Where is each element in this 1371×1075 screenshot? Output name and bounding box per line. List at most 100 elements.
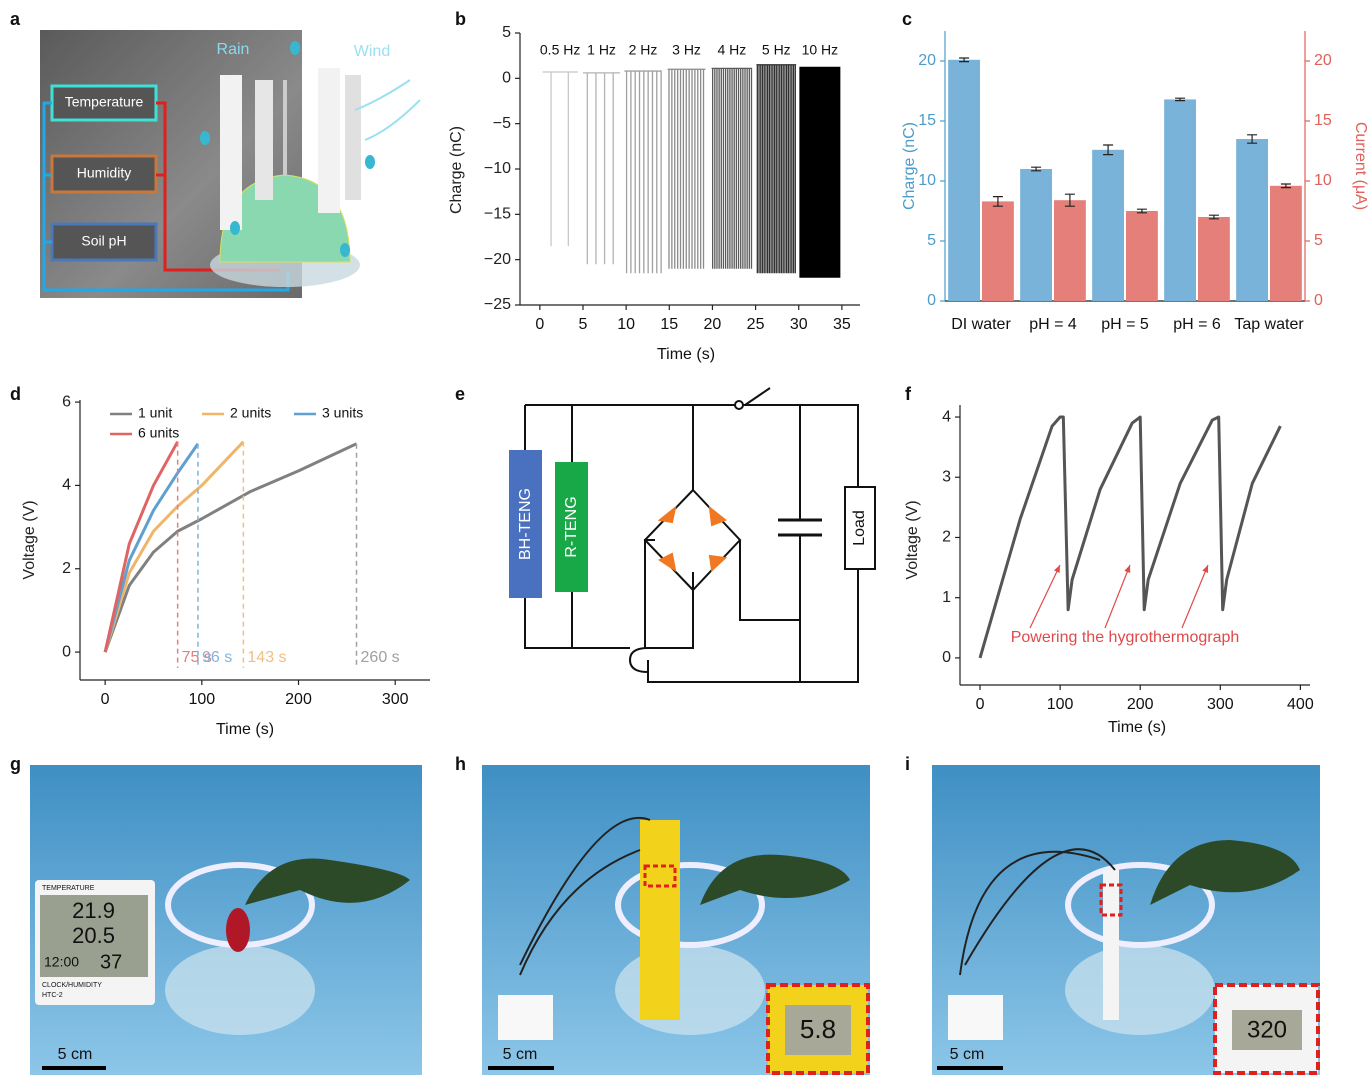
series-label: 1 Hz xyxy=(587,42,616,58)
bar xyxy=(1126,211,1158,301)
arrow-head xyxy=(1202,565,1209,573)
pulse-train xyxy=(711,67,753,269)
x-tick-label: 100 xyxy=(188,691,215,708)
photo-h: 5.8 5 cm xyxy=(482,765,870,1075)
drop xyxy=(340,243,350,257)
display-text: 320 xyxy=(1247,1016,1287,1043)
panel-label: f xyxy=(905,384,912,404)
line xyxy=(978,415,1282,659)
line xyxy=(103,442,358,653)
y-axis-label: Voltage (V) xyxy=(21,500,38,579)
leaves xyxy=(245,858,410,905)
bar xyxy=(948,59,980,301)
y-tick-label: 6 xyxy=(62,393,71,410)
scale-bar-label: 5 cm xyxy=(950,1046,985,1063)
y-tick-label: 3 xyxy=(942,468,951,485)
marker-label: 96 s xyxy=(202,649,232,666)
annotation-arrow xyxy=(1029,564,1061,629)
y2-tick-label: 10 xyxy=(1314,172,1332,189)
error-bar xyxy=(1103,144,1114,156)
legend-label: 1 unit xyxy=(138,405,172,421)
component-label: BH-TENG xyxy=(517,488,534,560)
screen xyxy=(40,895,148,977)
display-text: 12:00 xyxy=(44,954,79,970)
x-tick-label: 5 xyxy=(579,316,588,333)
x-axis-label: Time (s) xyxy=(1108,719,1166,736)
arrow-head xyxy=(1054,565,1060,573)
breadboard xyxy=(948,995,1003,1040)
display-text: TEMPERATURE xyxy=(42,885,95,892)
series-label: 3 Hz xyxy=(672,42,701,58)
panel-label: h xyxy=(455,754,466,774)
y2-axis-label: Current (μA) xyxy=(1352,122,1369,210)
x-tick-label: DI water xyxy=(951,316,1011,333)
legend-label: 2 units xyxy=(230,405,271,421)
scale-bar-label: 5 cm xyxy=(58,1046,93,1063)
screen xyxy=(785,1005,851,1055)
bar xyxy=(1092,149,1124,301)
x-tick-label: 100 xyxy=(1047,696,1074,713)
sensor-label: Temperature xyxy=(65,94,144,110)
line xyxy=(103,440,245,653)
bar xyxy=(982,201,1014,301)
display-text: 21.9 xyxy=(72,898,115,923)
thermometer xyxy=(1103,870,1119,1020)
panel-label: d xyxy=(10,384,21,404)
y-tick-label: 0 xyxy=(927,292,936,309)
y-axis-label: Voltage (V) xyxy=(904,500,921,579)
switch xyxy=(734,400,744,410)
display-text: 5.8 xyxy=(800,1014,836,1044)
y-tick-label: 0 xyxy=(502,70,511,87)
photo-g: TEMPERATURE 21.9 20.5 12:00 37 CLOCK/HUM… xyxy=(30,765,422,1075)
y-tick-label: −10 xyxy=(484,160,511,177)
ph-meter xyxy=(640,820,680,1020)
annotation: Powering the hygrothermograph xyxy=(1011,629,1240,646)
y-tick-label: 20 xyxy=(918,52,936,69)
series-label: 5 Hz xyxy=(762,42,791,58)
x-tick-label: 200 xyxy=(1127,696,1154,713)
scale-bar-label: 5 cm xyxy=(503,1046,538,1063)
marker-label: 260 s xyxy=(361,649,400,666)
y-tick-label: −20 xyxy=(484,251,511,268)
bh-teng xyxy=(509,450,542,598)
y-tick-label: 2 xyxy=(942,529,951,546)
sensor-box xyxy=(50,154,158,194)
bar xyxy=(1198,217,1230,301)
line xyxy=(103,442,200,653)
error-bar xyxy=(1208,214,1219,220)
x-tick-label: 0 xyxy=(101,691,110,708)
x-tick-label: 15 xyxy=(660,316,678,333)
load xyxy=(844,486,876,570)
panel-label: e xyxy=(455,384,465,404)
series-label: 10 Hz xyxy=(802,42,839,58)
blade xyxy=(220,75,242,230)
error-bar xyxy=(959,57,970,63)
y-tick-label: 4 xyxy=(942,408,951,425)
y-tick-label: 4 xyxy=(62,477,71,494)
y-tick-label: −25 xyxy=(484,296,511,313)
component-label: R-TENG xyxy=(563,496,580,557)
leaves xyxy=(700,854,850,905)
panel-label: g xyxy=(10,754,21,774)
leaves xyxy=(1150,840,1300,905)
wind-arrow xyxy=(354,79,421,141)
breadboard xyxy=(498,995,553,1040)
pulse-train xyxy=(542,71,578,247)
x-tick-label: pH = 5 xyxy=(1101,316,1149,333)
scale-bar xyxy=(488,1066,554,1070)
blade xyxy=(318,68,340,213)
series-label: 4 Hz xyxy=(717,42,746,58)
error-bar xyxy=(1280,183,1291,189)
x-tick-label: 200 xyxy=(285,691,312,708)
legend-label: 6 units xyxy=(138,425,179,441)
drop xyxy=(200,131,210,145)
r-teng xyxy=(555,462,588,592)
x-axis-label: Time (s) xyxy=(657,346,715,363)
diodes xyxy=(657,505,728,573)
display-text: 37 xyxy=(100,951,122,973)
panel-label: a xyxy=(10,9,21,29)
pulse-train xyxy=(756,64,797,274)
x-tick-label: Tap water xyxy=(1234,316,1304,333)
pot xyxy=(615,862,765,948)
x-tick-label: 300 xyxy=(382,691,409,708)
